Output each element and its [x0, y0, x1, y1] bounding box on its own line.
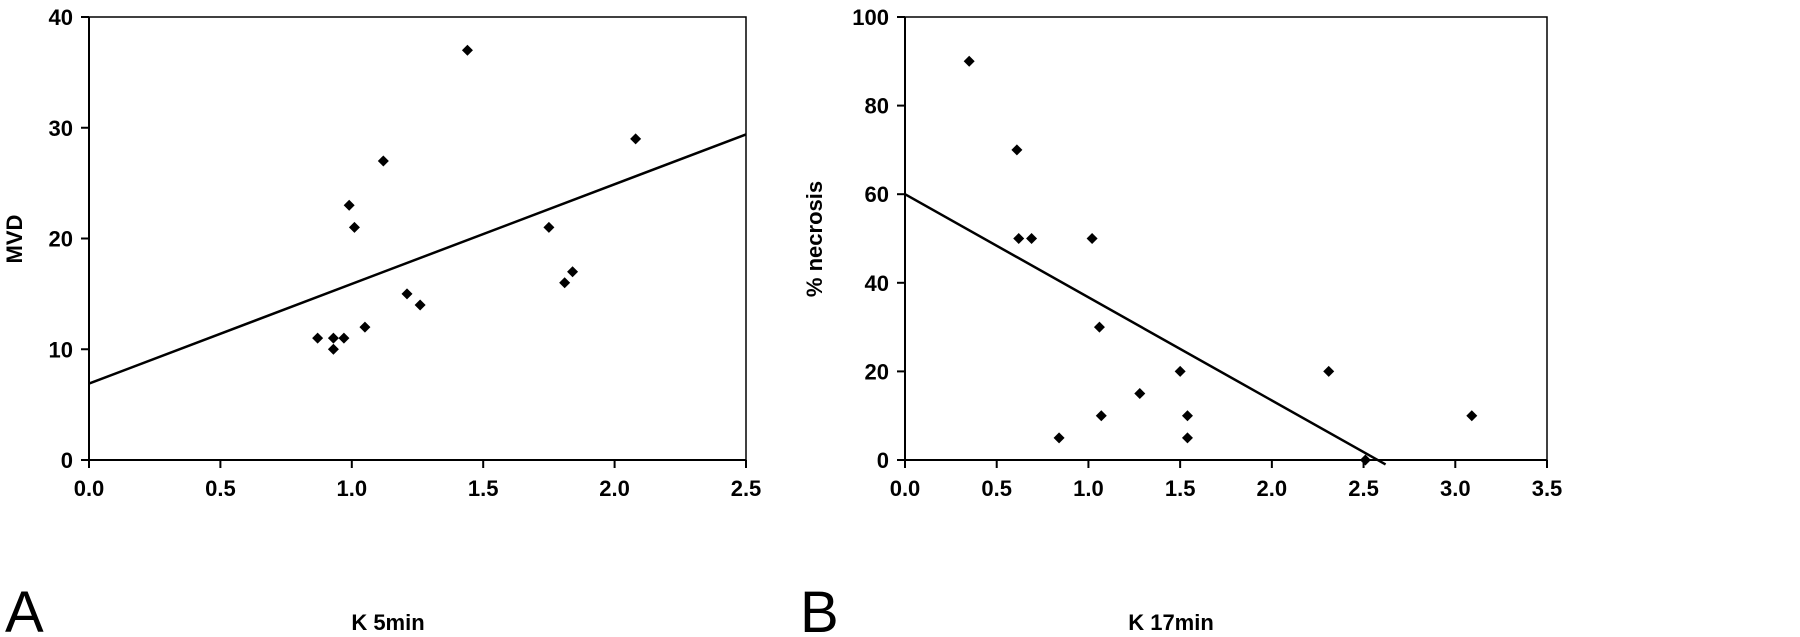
y-tick-label: 100 — [852, 5, 889, 30]
x-tick-label: 0.0 — [890, 476, 921, 501]
y-tick-label: 30 — [49, 116, 73, 141]
data-point — [630, 133, 642, 145]
y-tick-label: 20 — [865, 359, 889, 384]
data-point — [1013, 233, 1025, 244]
ticks-a: 0.0 0.5 1.0 1.5 2.0 2.5 0 10 20 30 40 — [49, 5, 762, 501]
chart-panel-a: 0.0 0.5 1.0 1.5 2.0 2.5 0 10 20 30 40 MVD K 5min A — [2, 5, 761, 637]
plot-area-b — [904, 16, 1548, 461]
x-tick-label: 1.5 — [1165, 476, 1196, 501]
data-point — [567, 266, 579, 278]
data-point — [348, 221, 360, 233]
data-point — [1011, 144, 1023, 156]
data-point — [327, 343, 339, 355]
y-tick-label: 60 — [865, 182, 889, 207]
x-tick-label: 0.5 — [981, 476, 1012, 501]
x-tick-label: 0.5 — [205, 476, 236, 501]
trendline-a — [88, 133, 747, 385]
data-point — [338, 332, 350, 344]
data-point — [414, 299, 426, 311]
x-tick-label: 2.5 — [1348, 476, 1379, 501]
data-point — [1181, 432, 1193, 444]
data-point — [559, 277, 571, 289]
data-point — [327, 332, 339, 344]
ticks-b: 0.0 0.5 1.0 1.5 2.0 2.5 3.0 3.5 0 20 40 60 80 100 — [852, 5, 1562, 501]
trendline-b — [904, 193, 1387, 466]
y-tick-label: 40 — [49, 5, 73, 30]
data-point — [343, 199, 355, 211]
x-tick-label: 2.0 — [599, 476, 630, 501]
data-point — [1359, 454, 1371, 466]
y-tick-label: 0 — [877, 448, 889, 473]
x-axis-label-a: K 5min — [351, 610, 424, 635]
data-points-a — [312, 44, 642, 355]
data-point — [1095, 410, 1107, 422]
x-tick-label: 1.0 — [1073, 476, 1104, 501]
y-tick-label: 20 — [49, 227, 73, 252]
data-point — [1093, 321, 1105, 333]
data-point — [1323, 365, 1335, 377]
y-tick-label: 80 — [865, 94, 889, 119]
data-point — [1053, 432, 1065, 444]
y-tick-label: 0 — [61, 448, 73, 473]
y-tick-label: 10 — [49, 337, 73, 362]
x-tick-label: 1.0 — [337, 476, 368, 501]
x-tick-label: 1.5 — [468, 476, 499, 501]
data-point — [401, 288, 413, 300]
x-tick-label: 3.0 — [1440, 476, 1471, 501]
data-point — [359, 321, 371, 333]
y-axis-label-b: % necrosis — [802, 181, 827, 297]
x-tick-label: 2.0 — [1257, 476, 1288, 501]
data-point — [377, 155, 389, 167]
data-points-b — [963, 55, 1478, 466]
panel-label-b: B — [800, 580, 839, 637]
y-tick-label: 40 — [865, 271, 889, 296]
data-point — [1026, 233, 1038, 244]
data-point — [461, 44, 473, 56]
data-point — [543, 221, 555, 233]
data-point — [1086, 233, 1098, 244]
data-point — [1466, 410, 1478, 422]
data-point — [963, 55, 975, 67]
data-point — [1174, 365, 1186, 377]
data-point — [312, 332, 324, 344]
data-point — [1181, 410, 1193, 422]
x-tick-label: 3.5 — [1532, 476, 1563, 501]
panel-label-a: A — [5, 580, 44, 637]
x-tick-label: 0.0 — [74, 476, 105, 501]
chart-panel-b: 0.0 0.5 1.0 1.5 2.0 2.5 3.0 3.5 0 20 40 60 80 100 % n… — [800, 5, 1562, 637]
data-point — [1134, 388, 1146, 400]
x-tick-label: 2.5 — [731, 476, 762, 501]
x-axis-label-b: K 17min — [1128, 610, 1214, 635]
y-axis-label-a: MVD — [2, 215, 27, 264]
plot-area-a — [88, 16, 747, 461]
